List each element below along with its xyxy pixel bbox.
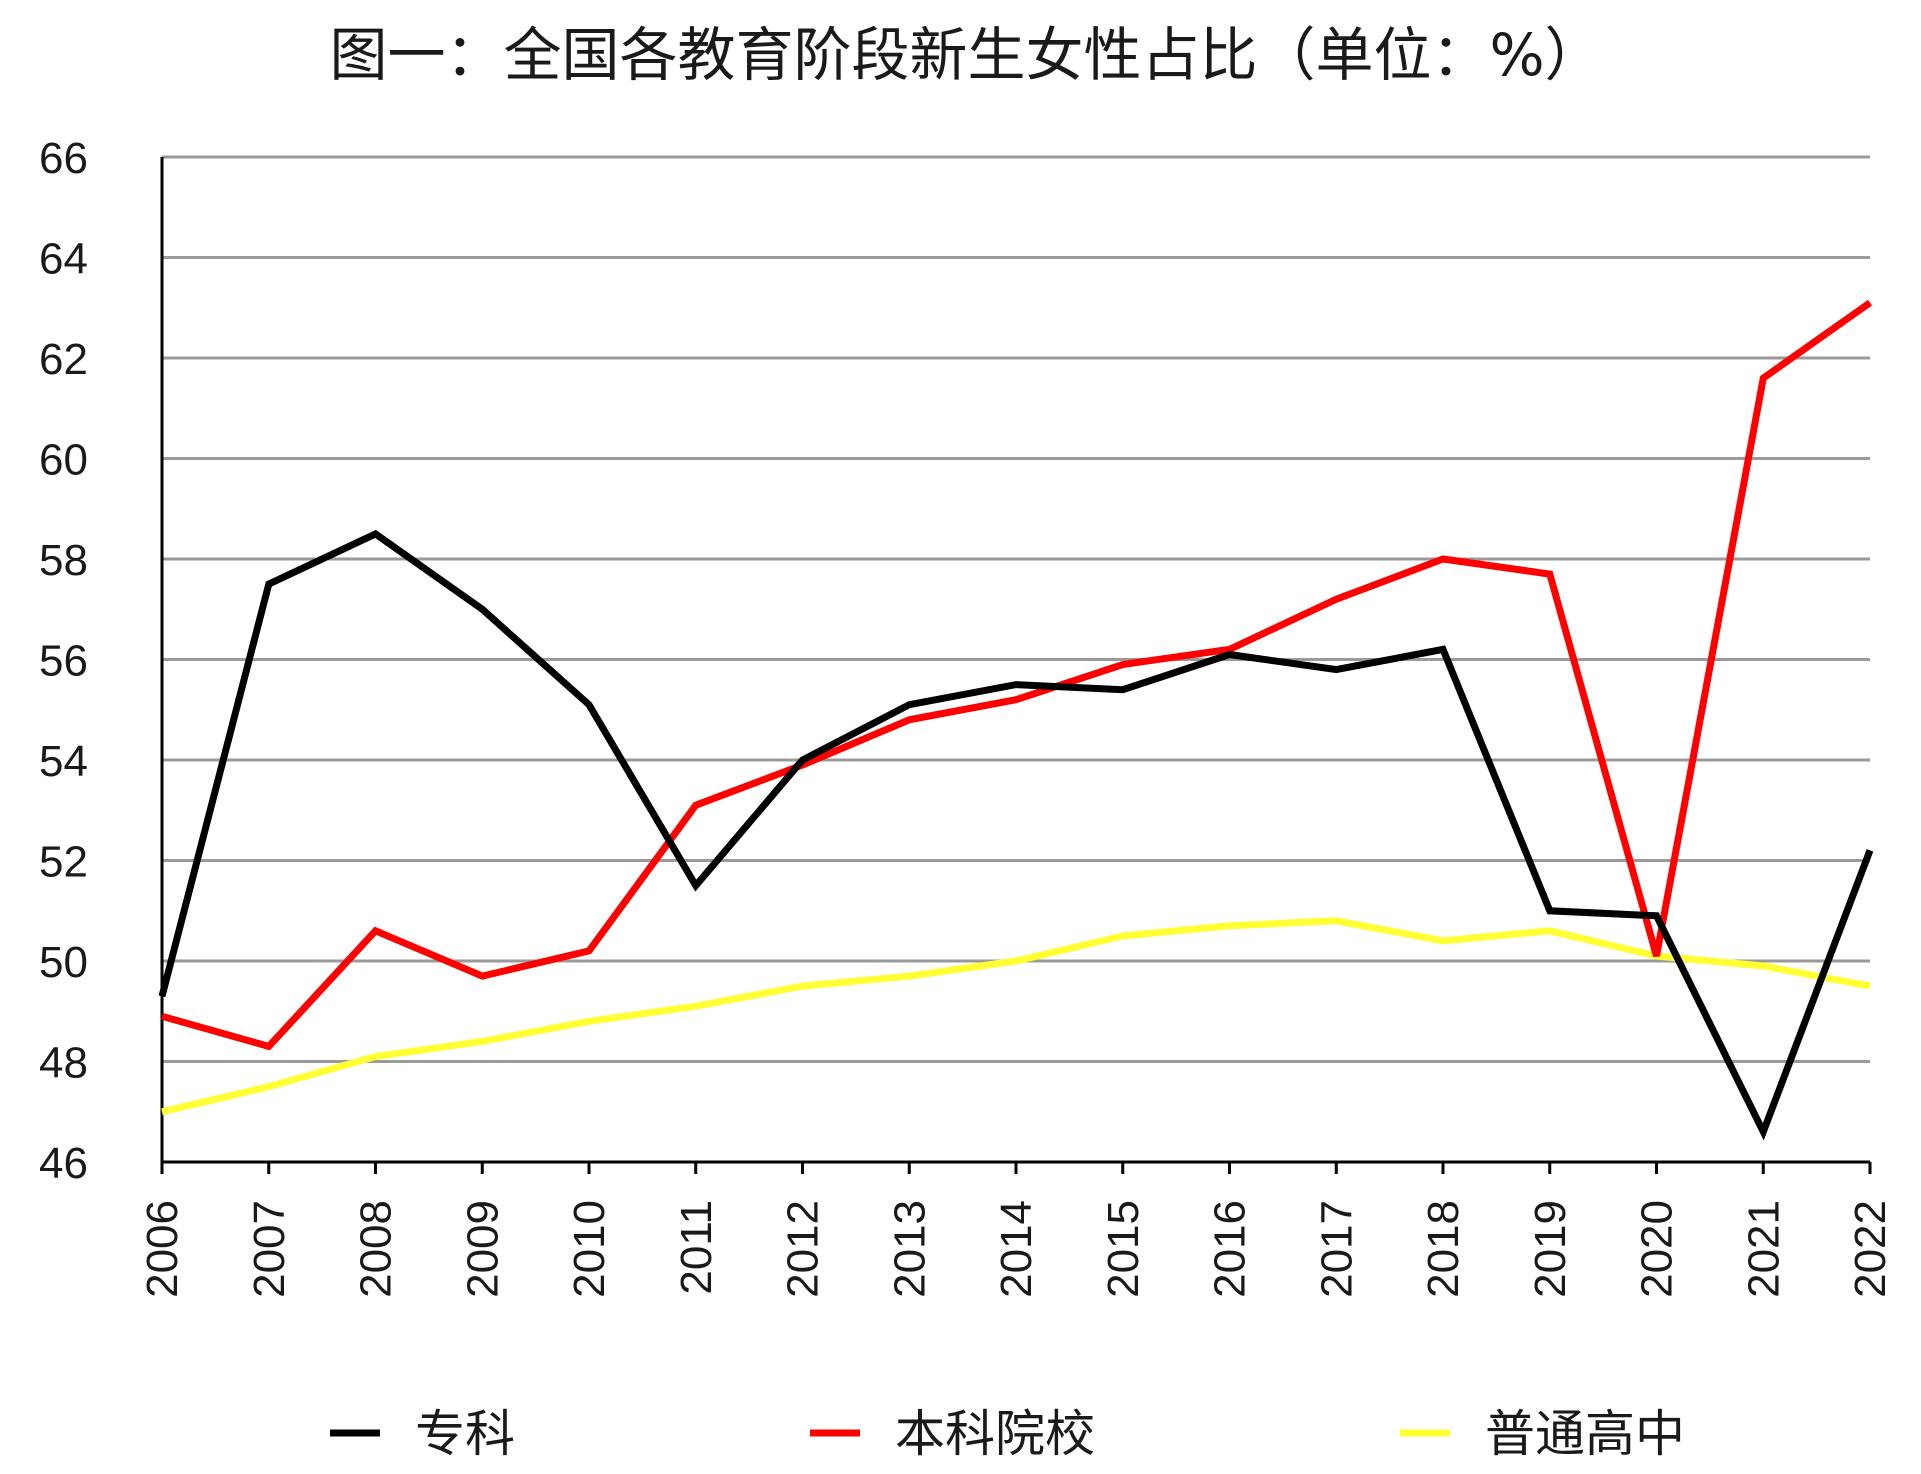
legend-item: 普通高中 (1400, 1405, 1685, 1463)
series-line-本科院校 (161, 299, 1873, 1051)
x-tick-label: 2020 (1633, 1200, 1682, 1298)
y-tick-label: 48 (39, 1039, 88, 1088)
y-tick-label: 62 (39, 335, 88, 384)
x-tick-label: 2022 (1846, 1200, 1895, 1298)
y-axis-tick-labels: 66 64 62 60 58 56 54 52 50 48 46 (39, 134, 88, 1188)
x-tick-label: 2008 (352, 1200, 401, 1298)
legend-label: 本科院校 (895, 1405, 1095, 1463)
x-tick-label: 2015 (1099, 1200, 1148, 1298)
series-line-普通高中 (161, 917, 1871, 1116)
x-tick-label: 2010 (565, 1200, 614, 1298)
grid-lines (162, 155, 1870, 1063)
y-tick-label: 50 (39, 938, 88, 987)
legend-label: 专科 (415, 1405, 515, 1463)
legend: 专科 本科院校 普通高中 (330, 1405, 1685, 1463)
x-tick-label: 2014 (992, 1200, 1041, 1298)
x-tick-label: 2021 (1739, 1200, 1788, 1298)
legend-label: 普通高中 (1485, 1405, 1685, 1463)
x-axis-tick-labels: 2006 2007 2008 2009 2010 2011 2012 2013 2014 2015… (138, 1200, 1895, 1298)
data-series (158, 299, 1874, 1141)
x-tick-label: 2013 (885, 1200, 934, 1298)
x-tick-label: 2018 (1419, 1200, 1468, 1298)
y-tick-label: 52 (39, 838, 88, 887)
series-line-专科 (158, 529, 1874, 1141)
y-tick-label: 56 (39, 637, 88, 686)
x-tick-label: 2009 (458, 1200, 507, 1298)
y-tick-label: 58 (39, 536, 88, 585)
x-tick-label: 2016 (1206, 1200, 1255, 1298)
legend-item: 专科 (330, 1405, 515, 1463)
y-tick-label: 66 (39, 134, 88, 183)
x-tick-label: 2006 (138, 1200, 187, 1298)
y-tick-label: 64 (39, 235, 88, 284)
x-tick-label: 2012 (779, 1200, 828, 1298)
x-tick-label: 2007 (245, 1200, 294, 1298)
axes (160, 157, 1872, 1174)
x-tick-label: 2019 (1526, 1200, 1575, 1298)
x-tick-label: 2011 (672, 1200, 721, 1295)
chart-title: 图一：全国各教育阶段新生女性占比（单位：%） (329, 21, 1602, 89)
x-tick-label: 2017 (1312, 1200, 1361, 1298)
y-tick-label: 54 (39, 737, 88, 786)
y-tick-label: 46 (39, 1139, 88, 1188)
y-tick-label: 60 (39, 436, 88, 485)
legend-item: 本科院校 (810, 1405, 1095, 1463)
